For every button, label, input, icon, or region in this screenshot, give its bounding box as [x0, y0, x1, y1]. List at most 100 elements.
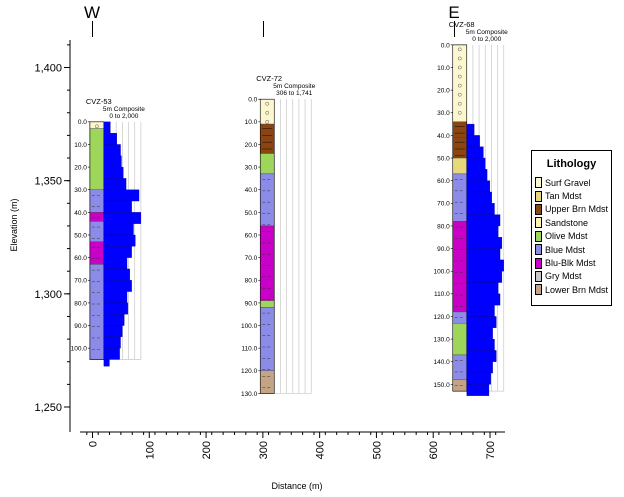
lithology-interval	[260, 307, 275, 371]
x-tick-label: 0	[88, 441, 100, 447]
composite-bar	[466, 180, 491, 193]
lithology-pattern	[457, 110, 462, 115]
lithology-interval	[260, 370, 275, 394]
x-tick-label: 400	[315, 441, 327, 459]
depth-label: 80.0	[74, 300, 87, 307]
legend-label: Surf Gravel	[545, 177, 591, 188]
lithology-pattern	[457, 56, 462, 61]
lithology-pattern	[457, 83, 462, 88]
x-tick-label: 200	[201, 441, 213, 459]
composite-bar	[466, 214, 501, 227]
legend-title: Lithology	[546, 158, 597, 170]
composite-bar	[103, 155, 122, 168]
depth-label: 60.0	[74, 255, 87, 262]
composite-bar	[103, 121, 111, 134]
lithology-interval	[452, 157, 467, 175]
y-tick-label: 1,300	[34, 289, 62, 301]
depth-label: 90.0	[74, 323, 87, 330]
depth-label: 60.0	[437, 178, 450, 185]
depth-label: 100.0	[71, 346, 88, 353]
composite-bar	[103, 223, 134, 236]
depth-label: 30.0	[437, 110, 450, 117]
legend-swatch	[535, 270, 542, 282]
legend-item: Blue Mdst	[535, 243, 611, 256]
composite-bar	[466, 146, 484, 159]
range-label: 0 to 2,000	[109, 113, 138, 120]
depth-label: 110.0	[434, 291, 450, 298]
hole-name: CVZ-68	[449, 20, 475, 29]
legend-swatch	[535, 217, 542, 229]
legend-item: Gry Mdst	[535, 270, 611, 283]
lithology-pattern	[457, 74, 462, 79]
composite-bar	[466, 293, 501, 306]
composite-bar	[466, 361, 493, 374]
composite-bar	[103, 212, 142, 224]
legend-label: Blu-Blk Mdst	[545, 258, 596, 269]
composite-bar	[466, 157, 486, 170]
composite-bar	[103, 189, 140, 202]
depth-label: 10.0	[74, 142, 87, 149]
y-tick-label: 1,400	[34, 63, 62, 75]
legend-item: Sandstone	[535, 216, 611, 229]
depth-label: 60.0	[245, 232, 258, 239]
composite-bar	[466, 203, 495, 215]
y-axis-label: Elevation (m)	[9, 198, 19, 251]
legend-swatch	[535, 177, 542, 189]
depth-label: 20.0	[74, 164, 87, 171]
composite-bar	[466, 271, 503, 283]
depth-label: 0.0	[78, 119, 87, 126]
depth-label: 70.0	[74, 278, 87, 285]
x-tick-label: 700	[485, 441, 497, 459]
depth-label: 50.0	[437, 155, 450, 162]
legend-swatch	[535, 244, 542, 256]
legend-swatch	[535, 230, 542, 242]
depth-label: 30.0	[245, 164, 258, 171]
depth-label: 50.0	[74, 232, 87, 239]
legend-item: Tan Mdst	[535, 189, 611, 202]
lithology-interval	[260, 153, 275, 175]
composite-bar	[466, 248, 501, 261]
lithology-pattern	[457, 101, 462, 106]
composite-label: 5m Composite	[273, 83, 315, 90]
x-tick-label: 300	[258, 441, 270, 459]
depth-label: 20.0	[437, 88, 450, 95]
x-tick-label: 100	[144, 441, 156, 459]
legend-label: Tan Mdst	[545, 191, 582, 202]
composite-bar	[466, 384, 490, 396]
lithology-interval	[452, 137, 467, 159]
depth-label: 100.0	[433, 269, 450, 276]
hole-name: CVZ-53	[86, 97, 112, 106]
legend-item: Blu-Blk Mdst	[535, 256, 611, 269]
range-label: 306 to 1,741	[276, 90, 313, 97]
lithology-pattern	[457, 65, 462, 70]
lithology-interval	[89, 189, 105, 213]
composite-bar	[103, 336, 121, 349]
composite-bar	[103, 257, 128, 270]
lithology-interval	[452, 221, 467, 313]
depth-label: 40.0	[437, 133, 450, 140]
depth-label: 110.0	[241, 346, 257, 353]
composite-bar	[103, 325, 123, 337]
composite-bar	[103, 280, 132, 292]
composite-bar	[466, 304, 495, 317]
depth-label: 90.0	[437, 246, 450, 253]
lithology-interval	[260, 300, 275, 308]
lithology-interval	[452, 173, 467, 222]
legend-label: Gry Mdst	[545, 271, 582, 282]
composite-bar	[103, 314, 125, 326]
composite-bar	[466, 338, 495, 351]
y-tick-label: 1,250	[34, 402, 62, 414]
legend-swatch	[535, 284, 542, 296]
y-tick-label: 1,350	[34, 176, 62, 188]
composite-bar	[103, 178, 127, 190]
depth-label: 90.0	[245, 300, 258, 307]
depth-label: 0.0	[248, 97, 257, 104]
lithology-pattern	[265, 110, 270, 115]
lithology-interval	[452, 323, 467, 356]
composite-bar	[103, 246, 132, 258]
composite-bar	[466, 191, 492, 204]
lithology-interval	[260, 225, 275, 301]
depth-label: 70.0	[245, 255, 258, 262]
composite-bar	[466, 327, 493, 340]
